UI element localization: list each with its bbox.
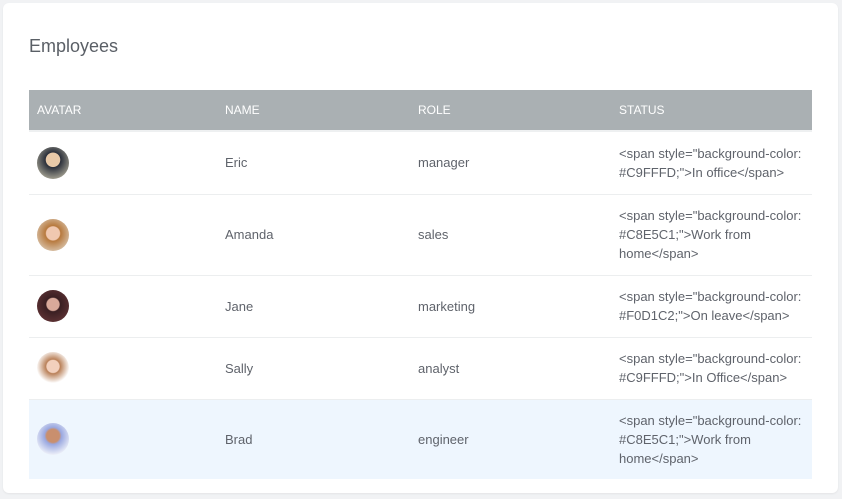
employee-status: <span style="background-color: #C8E5C1;"… xyxy=(611,399,812,479)
page-title: Employees xyxy=(29,36,119,56)
table-row[interactable]: Sally analyst <span style="background-co… xyxy=(29,337,812,400)
avatar xyxy=(37,423,69,456)
employee-name: Amanda xyxy=(217,194,410,276)
avatar xyxy=(37,290,69,322)
employee-status: <span style="background-color: #C9FFFD;"… xyxy=(611,337,812,400)
employees-card: Employees AVATAR NAME ROLE STATUS Eric m… xyxy=(3,3,838,493)
employee-role: manager xyxy=(410,131,611,195)
employee-role: sales xyxy=(410,194,611,276)
employee-role: engineer xyxy=(410,399,611,479)
column-header-status[interactable]: STATUS xyxy=(611,90,812,132)
employees-table: AVATAR NAME ROLE STATUS Eric manager <sp… xyxy=(29,90,812,479)
employee-name: Brad xyxy=(217,399,410,479)
employee-status: <span style="background-color: #C8E5C1;"… xyxy=(611,194,812,276)
avatar xyxy=(37,352,69,384)
employee-role: marketing xyxy=(410,275,611,338)
table-row[interactable]: Jane marketing <span style="background-c… xyxy=(29,275,812,338)
column-header-role[interactable]: ROLE xyxy=(410,90,611,132)
employee-name: Eric xyxy=(217,131,410,195)
employee-status: <span style="background-color: #F0D1C2;"… xyxy=(611,275,812,338)
column-header-avatar[interactable]: AVATAR xyxy=(29,90,217,132)
employee-role: analyst xyxy=(410,337,611,400)
table-row[interactable]: Eric manager <span style="background-col… xyxy=(29,131,812,195)
avatar xyxy=(37,146,69,179)
table-row[interactable]: Brad engineer <span style="background-co… xyxy=(29,399,812,479)
employee-name: Jane xyxy=(217,275,410,338)
avatar xyxy=(37,218,69,251)
employee-status: <span style="background-color: #C9FFFD;"… xyxy=(611,131,812,195)
column-header-name[interactable]: NAME xyxy=(217,90,410,132)
employee-name: Sally xyxy=(217,337,410,400)
table-header-row: AVATAR NAME ROLE STATUS xyxy=(29,90,812,132)
table-row[interactable]: Amanda sales <span style="background-col… xyxy=(29,194,812,276)
